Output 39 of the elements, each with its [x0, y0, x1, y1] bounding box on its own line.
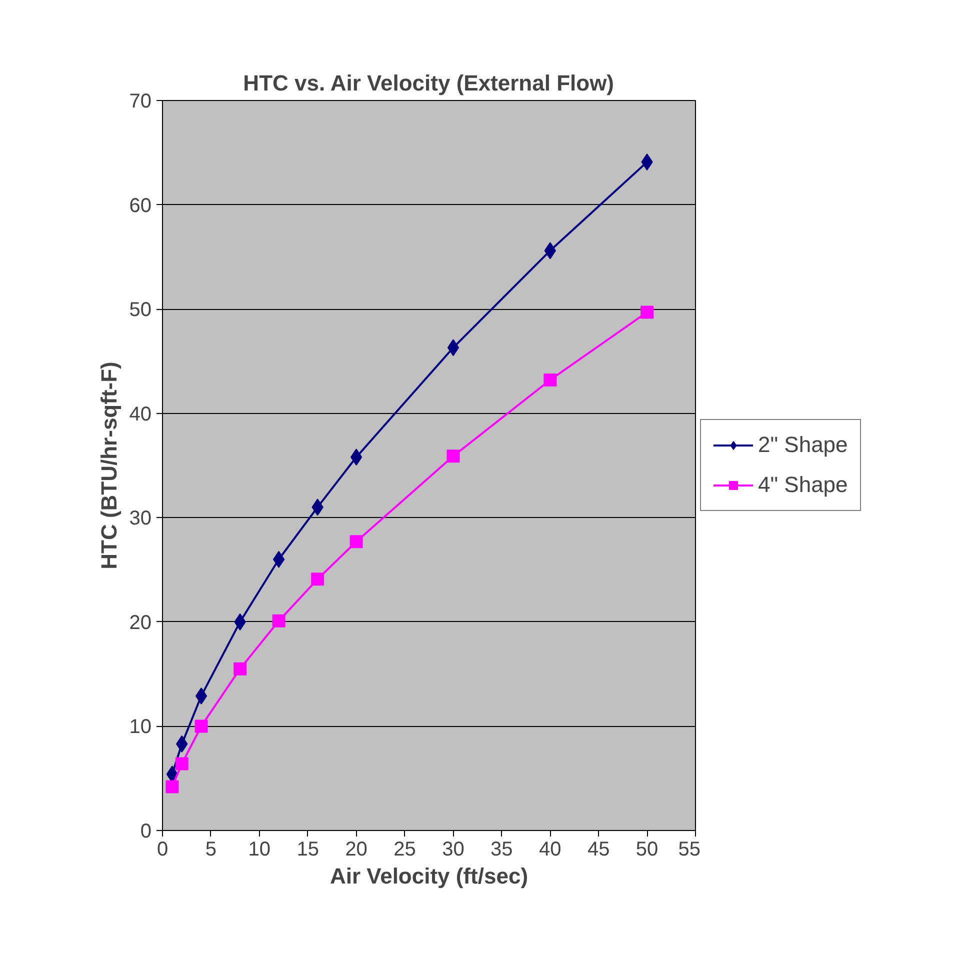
x-tick-label: 40: [539, 838, 562, 860]
y-axis-title: HTC (BTU/hr-sqft-F): [96, 362, 122, 570]
point: [272, 614, 286, 628]
x-tick-label: 25: [394, 838, 416, 860]
point: [446, 450, 460, 463]
legend-label: 4" Shape: [758, 472, 848, 498]
y-tick-label: 10: [129, 716, 152, 738]
x-tick-label: 45: [587, 838, 610, 860]
legend-label: 2" Shape: [758, 432, 848, 458]
x-axis-title: Air Velocity (ft/sec): [330, 864, 528, 888]
point: [311, 572, 324, 586]
y-tick-label: 0: [140, 820, 152, 842]
x-tick-label: 10: [248, 838, 271, 860]
x-tick-label: 15: [296, 838, 319, 860]
x-tick-label: 20: [345, 838, 368, 860]
point: [447, 339, 460, 356]
point: [350, 535, 363, 548]
point: [350, 448, 362, 466]
chart-title: HTC vs. Air Velocity (External Flow): [243, 70, 614, 96]
y-tick-label: 50: [129, 299, 152, 322]
y-tick-label: 30: [129, 508, 152, 530]
x-tick-label: 50: [636, 838, 658, 860]
y-tick-label: 20: [129, 612, 152, 634]
y-tick-label: 70: [129, 90, 152, 112]
point: [544, 373, 557, 386]
point: [194, 720, 208, 733]
point: [195, 687, 208, 704]
point: [234, 662, 247, 676]
x-tick-label: 5: [205, 838, 217, 860]
x-tick-label: 35: [490, 838, 513, 860]
x-tick-label: 0: [156, 838, 168, 860]
y-tick-label: 60: [129, 194, 152, 217]
point: [166, 780, 179, 794]
x-tick-label: 30: [442, 838, 464, 860]
y-tick-label: 40: [129, 403, 152, 426]
x-tick-label: 55: [678, 838, 701, 860]
point: [175, 757, 188, 770]
point: [272, 550, 285, 568]
point: [640, 306, 654, 319]
